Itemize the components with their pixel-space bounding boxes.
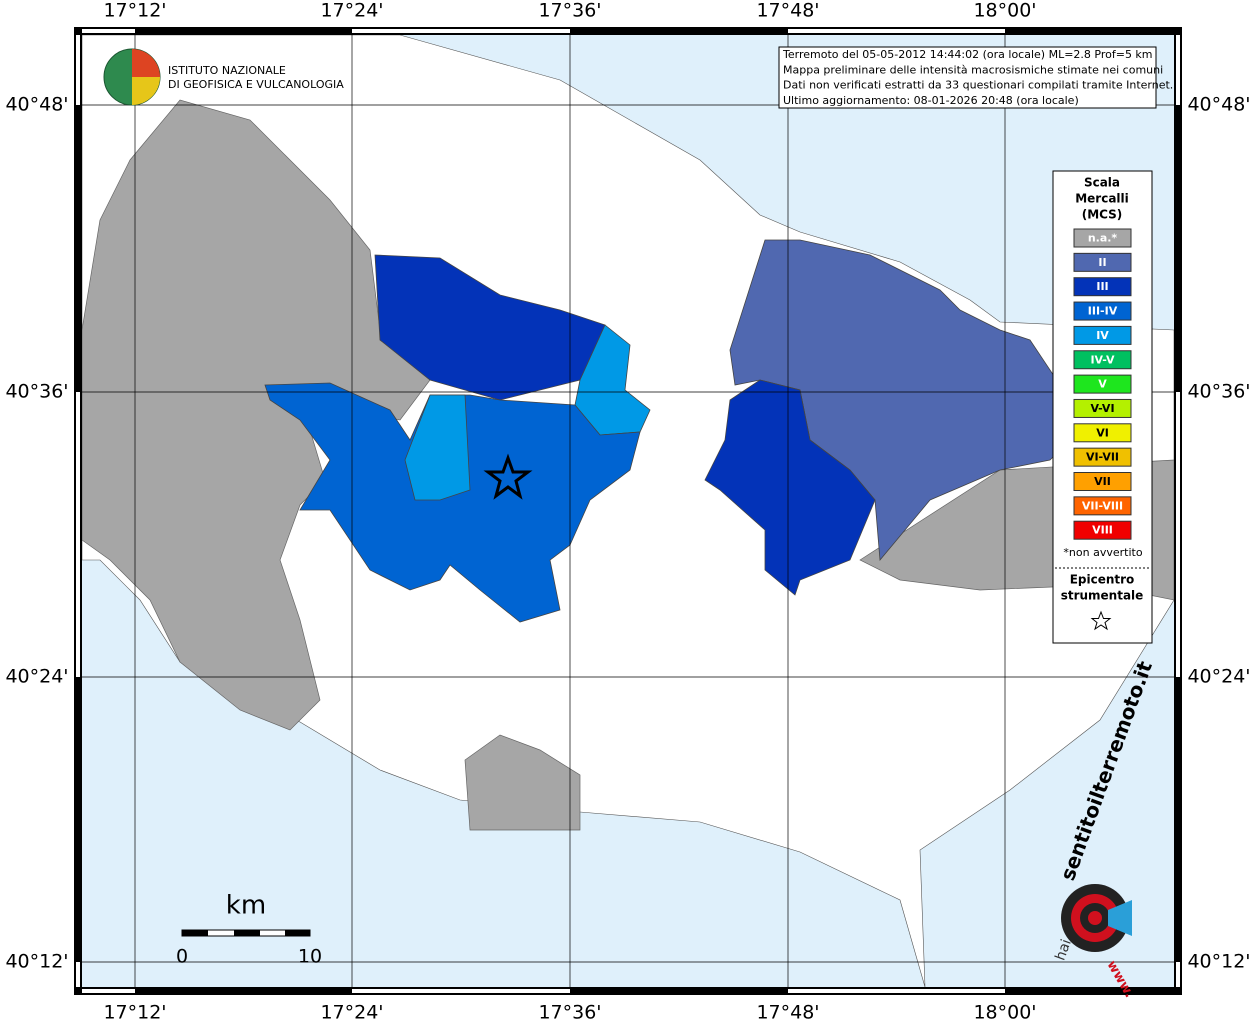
legend-swatch <box>1073 496 1132 516</box>
legend-label: n.a.* <box>1088 232 1118 245</box>
lon-label: 17°48' <box>756 1002 819 1024</box>
legend-label: II <box>1098 256 1106 269</box>
frame-segment <box>76 962 80 987</box>
municipality <box>704 379 876 596</box>
info-line: Mappa preliminare delle intensità macros… <box>783 63 1163 76</box>
logo-text: DI GEOFISICA E VULCANOLOGIA <box>168 78 344 91</box>
scale-label: 10 <box>298 946 322 968</box>
legend-swatch <box>1073 398 1132 418</box>
frame-segment <box>352 29 570 33</box>
municipalities <box>264 239 1081 623</box>
municipality <box>404 394 471 501</box>
lat-label: 40°48' <box>1187 94 1250 116</box>
lat-label: 40°48' <box>5 94 68 116</box>
frame-segment <box>76 392 80 677</box>
lat-label: 40°24' <box>5 666 68 688</box>
legend-swatch <box>1073 423 1132 443</box>
logo-text: ISTITUTO NAZIONALE <box>168 64 286 77</box>
legend-swatch <box>1073 228 1132 248</box>
legend-title: Mercalli <box>1075 192 1129 206</box>
legend-epicenter: strumentale <box>1061 589 1144 603</box>
frame-segment <box>1176 962 1180 987</box>
legend-swatch <box>1073 350 1132 370</box>
lon-label: 18°00' <box>973 1002 1036 1024</box>
legend-label: III <box>1096 280 1108 293</box>
frame-segment <box>76 35 80 105</box>
frame-segment <box>82 989 135 993</box>
ingv-logo: ISTITUTO NAZIONALE DI GEOFISICA E VULCAN… <box>103 48 344 106</box>
frame-segment <box>82 29 135 33</box>
legend-label: V <box>1098 378 1107 391</box>
legend-title: (MCS) <box>1082 208 1123 222</box>
legend-label: VII <box>1094 475 1111 488</box>
legend-swatch <box>1073 277 1132 297</box>
frame-segment <box>788 29 1005 33</box>
lon-label: 18°00' <box>973 0 1036 22</box>
legend-label: III-IV <box>1088 305 1118 318</box>
lon-label: 17°12' <box>103 1002 166 1024</box>
lat-label: 40°36' <box>5 381 68 403</box>
gray-area <box>464 734 581 831</box>
frame-segment <box>352 989 570 993</box>
site-logo-prefix: hai <box>1052 937 1074 963</box>
legend-swatch <box>1073 325 1132 345</box>
info-line: Terremoto del 05-05-2012 14:44:02 (ora l… <box>782 48 1153 61</box>
scale-bar: km 0 10 <box>176 891 322 968</box>
info-line: Ultimo aggiornamento: 08-01-2026 20:48 (… <box>783 94 1079 107</box>
frame-segment <box>1176 392 1180 677</box>
scale-label: 0 <box>176 946 188 968</box>
legend-star <box>1090 610 1112 631</box>
info-line: Dati non verificati estratti da 33 quest… <box>783 79 1173 92</box>
frame-bar <box>74 27 1182 35</box>
epicenter-star <box>483 453 533 500</box>
legend-swatch <box>1073 252 1132 272</box>
legend-swatch <box>1073 374 1132 394</box>
legend-label: VIII <box>1092 524 1113 537</box>
legend-label: IV <box>1096 329 1109 342</box>
lon-label: 17°36' <box>538 1002 601 1024</box>
legend-swatch <box>1073 520 1132 540</box>
lat-label: 40°24' <box>1187 666 1250 688</box>
scale-unit: km <box>226 891 266 921</box>
legend-label: VI <box>1096 426 1109 439</box>
legend-label: VI-VII <box>1086 451 1119 464</box>
info-box <box>778 46 1157 109</box>
frame-segment <box>788 989 1005 993</box>
lon-label: 17°36' <box>538 0 601 22</box>
legend-label: IV-V <box>1090 353 1115 366</box>
lon-label: 17°12' <box>103 0 166 22</box>
legend-label: VII-VIII <box>1082 499 1123 512</box>
lon-label: 17°48' <box>756 0 819 22</box>
lon-label: 17°24' <box>320 1002 383 1024</box>
legend-title: Scala <box>1084 176 1120 190</box>
legend-swatch <box>1073 301 1132 321</box>
legend-note: *non avvertito <box>1063 546 1142 559</box>
lat-label: 40°12' <box>1187 951 1250 973</box>
legend-swatch <box>1073 472 1132 491</box>
frame <box>74 27 1182 995</box>
lat-label: 40°36' <box>1187 381 1250 403</box>
frame-bar <box>74 987 1182 995</box>
legend-epicenter: Epicentro <box>1070 573 1135 587</box>
lat-label: 40°12' <box>5 951 68 973</box>
lon-label: 17°24' <box>320 0 383 22</box>
frame-segment <box>1176 35 1180 105</box>
legend-swatch <box>1073 447 1132 467</box>
legend-label: V-VI <box>1090 402 1114 415</box>
